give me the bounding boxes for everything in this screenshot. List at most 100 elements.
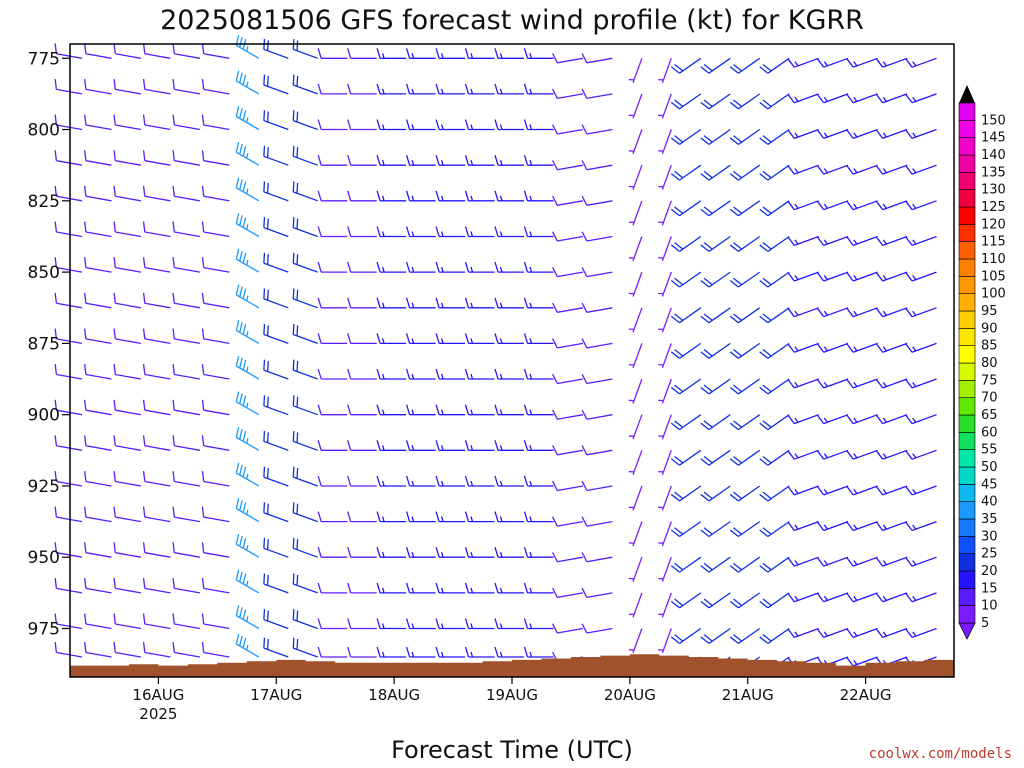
colorbar-swatch [958, 120, 976, 138]
wind-barb [816, 592, 849, 603]
wind-barb [846, 378, 878, 389]
wind-barb [700, 235, 731, 252]
wind-barb [628, 414, 643, 440]
wind-barb [464, 404, 495, 416]
wind-barb [84, 257, 112, 273]
wind-barb [292, 395, 318, 416]
wind-barb [292, 637, 318, 658]
wind-barb [670, 200, 702, 217]
wind-barb [263, 74, 289, 95]
wind-barb [759, 485, 790, 502]
wind-barb [172, 114, 201, 131]
wind-barb [201, 506, 230, 523]
wind-barb [435, 511, 466, 523]
wind-barb [658, 58, 672, 83]
wind-barb [113, 43, 142, 59]
colorbar: 5 10 15 20 25 30 35 40 45 50 55 60 65 70 75 80 85 90 95 100… [958, 85, 1006, 640]
wind-barb [201, 642, 230, 658]
y-tick-label: 975 [28, 620, 60, 640]
wind-barb [376, 119, 407, 131]
wind-barb [405, 440, 436, 451]
wind-barb [113, 257, 142, 273]
wind-barb [464, 155, 495, 166]
wind-barb [729, 271, 761, 288]
wind-barb [787, 235, 819, 247]
wind-barb [292, 573, 318, 594]
wind-barb [670, 164, 702, 181]
wind-barb [905, 93, 937, 104]
wind-barb [142, 114, 171, 131]
colorbar-swatch [958, 414, 976, 433]
wind-barb [552, 445, 584, 456]
wind-barb [84, 613, 112, 630]
wind-barb [172, 471, 201, 487]
wind-barb [628, 343, 643, 369]
wind-barb [292, 537, 318, 558]
wind-barb [581, 302, 613, 313]
wind-barb [292, 609, 318, 630]
wind-barb [142, 43, 171, 59]
wind-barb [113, 221, 142, 238]
wind-barb [816, 128, 849, 140]
wind-barb [201, 221, 230, 238]
colorbar-swatch [958, 276, 976, 294]
wind-barb [523, 333, 554, 345]
wind-barb [172, 435, 201, 451]
wind-barb [172, 328, 201, 345]
wind-barb [113, 150, 142, 166]
wind-barb [54, 364, 83, 380]
wind-barb [552, 480, 584, 492]
wind-barb [142, 471, 171, 487]
wind-barb [875, 627, 908, 639]
wind-barb [113, 185, 142, 202]
wind-barb [263, 110, 289, 131]
wind-barb [581, 480, 613, 492]
wind-barb [523, 83, 554, 95]
wind-barb [347, 190, 377, 202]
wind-barb [405, 368, 436, 380]
wind-barb [317, 297, 348, 309]
wind-barb [729, 627, 761, 644]
wind-barb [700, 200, 731, 217]
wind-barb [658, 271, 672, 297]
wind-barb [523, 261, 554, 273]
colorbar-swatch [958, 501, 976, 520]
colorbar-label: 120 [981, 217, 1006, 232]
wind-barb [292, 502, 318, 523]
wind-barb [317, 440, 348, 451]
wind-barb [729, 235, 761, 252]
colorbar-swatch [958, 605, 976, 624]
wind-barb [172, 43, 201, 59]
colorbar-label: 35 [981, 512, 998, 527]
wind-barb [523, 547, 554, 558]
wind-barb [846, 342, 878, 353]
wind-barb [494, 333, 524, 345]
wind-barb [405, 475, 436, 487]
wind-barb [787, 378, 819, 389]
wind-barb [292, 324, 318, 345]
wind-barb [494, 261, 524, 273]
wind-barb [54, 613, 83, 630]
wind-barb [263, 637, 289, 658]
wind-barb [84, 506, 112, 523]
wind-barb [376, 297, 407, 309]
wind-barb [263, 359, 289, 380]
wind-barb [201, 78, 230, 95]
wind-barb [376, 368, 407, 380]
wind-barb [523, 48, 554, 59]
wind-barb [235, 284, 260, 309]
wind-barb [235, 70, 260, 95]
wind-barb [54, 185, 83, 202]
x-axis-label: Forecast Time (UTC) [391, 736, 633, 764]
wind-barb [292, 466, 318, 487]
wind-barb [172, 257, 201, 273]
y-tick-label: 850 [28, 263, 60, 283]
wind-barb [201, 257, 230, 273]
wind-barb [552, 587, 584, 599]
colorbar-swatch [958, 310, 976, 329]
wind-barb [376, 511, 407, 523]
wind-barb [670, 271, 702, 288]
wind-barb [759, 627, 790, 644]
y-tick-label: 825 [28, 192, 60, 212]
wind-barb [523, 475, 554, 487]
